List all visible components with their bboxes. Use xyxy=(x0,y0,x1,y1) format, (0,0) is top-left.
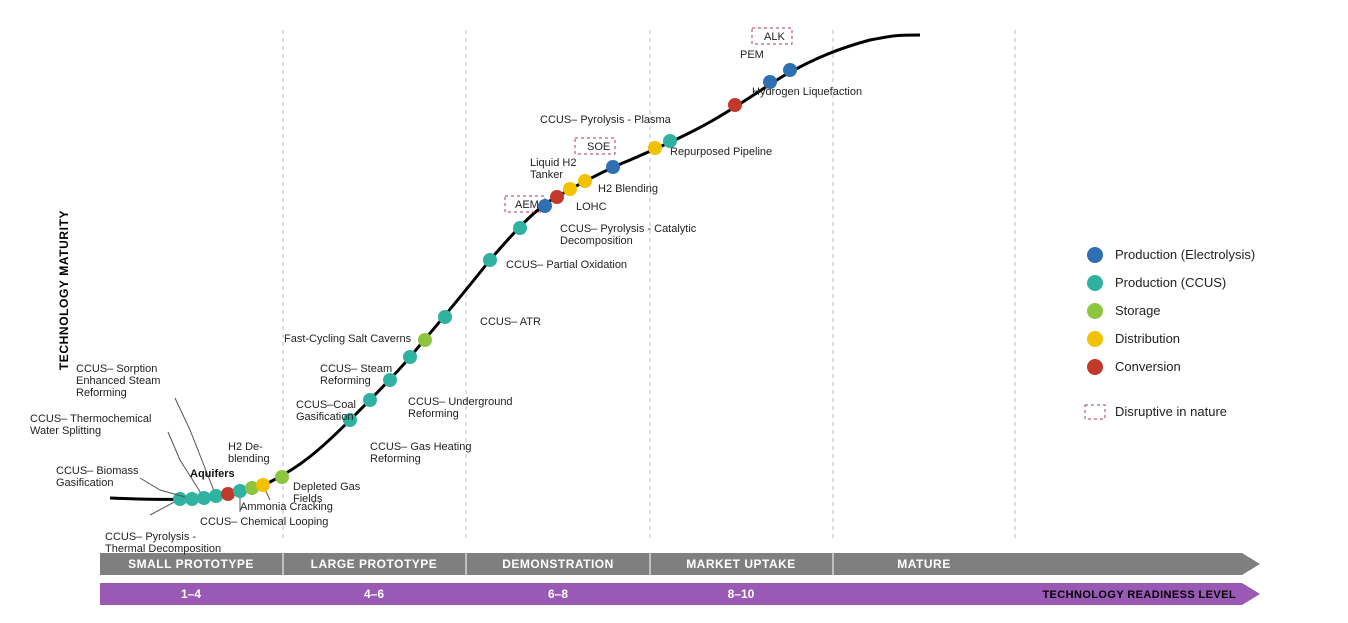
legend-disruptive-label: Disruptive in nature xyxy=(1115,404,1227,419)
stage-label: LARGE PROTOTYPE xyxy=(311,557,438,571)
tech-point xyxy=(221,487,235,501)
tech-label: H2 De-blending xyxy=(228,441,270,465)
tech-point xyxy=(403,350,417,364)
tech-point xyxy=(209,489,223,503)
y-axis-label: TECHNOLOGY MATURITY xyxy=(57,210,71,370)
legend-swatch xyxy=(1087,275,1103,291)
legend-swatch xyxy=(1087,359,1103,375)
tech-point xyxy=(606,160,620,174)
tech-point xyxy=(648,141,662,155)
trl-segment-label: 1–4 xyxy=(181,587,201,601)
tech-point xyxy=(763,75,777,89)
stage-label: MARKET UPTAKE xyxy=(686,557,796,571)
legend-swatch xyxy=(1087,247,1103,263)
legend-swatch xyxy=(1087,303,1103,319)
tech-label: ALK xyxy=(764,31,785,43)
tech-label: CCUS– SteamReforming xyxy=(320,363,392,387)
tech-label: CCUS– SorptionEnhanced SteamReforming xyxy=(76,363,160,399)
tech-point xyxy=(728,98,742,112)
tech-point xyxy=(233,484,247,498)
leader-line xyxy=(175,398,216,496)
tech-point xyxy=(783,63,797,77)
tech-label: CCUS– Partial Oxidation xyxy=(506,259,627,271)
tech-label: Aquifers xyxy=(190,468,235,480)
tech-label: SOE xyxy=(587,141,610,153)
trl-segment-label: 4–6 xyxy=(364,587,384,601)
tech-label: PEM xyxy=(740,49,764,61)
tech-point xyxy=(418,333,432,347)
tech-label: CCUS– Pyrolysis -Thermal Decomposition xyxy=(105,531,221,555)
stage-label: DEMONSTRATION xyxy=(502,557,614,571)
legend-label: Storage xyxy=(1115,303,1161,318)
tech-point xyxy=(563,182,577,196)
tech-label: CCUS– Pyrolysis - Plasma xyxy=(540,114,672,126)
tech-point xyxy=(483,253,497,267)
tech-point xyxy=(550,190,564,204)
tech-label: CCUS– UndergroundReforming xyxy=(408,396,513,420)
tech-point xyxy=(513,221,527,235)
tech-point xyxy=(438,310,452,324)
tech-label: CCUS– BiomassGasification xyxy=(56,465,139,489)
legend-label: Production (Electrolysis) xyxy=(1115,247,1255,262)
stage-label: SMALL PROTOTYPE xyxy=(128,557,254,571)
tech-label: CCUS– ThermochemicalWater Splitting xyxy=(30,413,151,437)
tech-label: CCUS– Chemical Looping xyxy=(200,516,328,528)
tech-point xyxy=(275,470,289,484)
legend-label: Conversion xyxy=(1115,359,1181,374)
tech-label: LOHC xyxy=(576,201,607,213)
legend-label: Distribution xyxy=(1115,331,1180,346)
trl-segment-label: 6–8 xyxy=(548,587,568,601)
tech-label: CCUS– ATR xyxy=(480,316,541,328)
trl-segment-label: 8–10 xyxy=(728,587,755,601)
stage-band xyxy=(100,553,1260,575)
stage-label: MATURE xyxy=(897,557,950,571)
leader-line xyxy=(168,432,204,498)
trl-axis-label: TECHNOLOGY READINESS LEVEL xyxy=(1042,589,1236,601)
maturity-trl-chart: TECHNOLOGY MATURITY SMALL PROTOTYPE LARGE … xyxy=(0,0,1348,623)
tech-point xyxy=(383,373,397,387)
tech-point xyxy=(663,134,677,148)
tech-point xyxy=(197,491,211,505)
tech-point xyxy=(363,393,377,407)
tech-label: Fast-Cycling Salt Caverns xyxy=(284,333,412,345)
tech-point xyxy=(256,478,270,492)
tech-point xyxy=(578,174,592,188)
legend-swatch xyxy=(1087,331,1103,347)
legend-label: Production (CCUS) xyxy=(1115,275,1226,290)
tech-label: AEM xyxy=(515,199,539,211)
tech-label: CCUS–CoalGasification xyxy=(296,399,356,423)
tech-point xyxy=(185,492,199,506)
legend-disruptive-swatch xyxy=(1085,405,1105,419)
tech-label: Repurposed Pipeline xyxy=(670,146,772,158)
tech-label: CCUS– Pyrolysis - CatalyticDecomposition xyxy=(560,223,697,247)
tech-label: Liquid H2Tanker xyxy=(530,157,576,181)
tech-point xyxy=(538,199,552,213)
tech-label: H2 Blending xyxy=(598,183,658,195)
tech-label: CCUS– Gas HeatingReforming xyxy=(370,441,472,465)
